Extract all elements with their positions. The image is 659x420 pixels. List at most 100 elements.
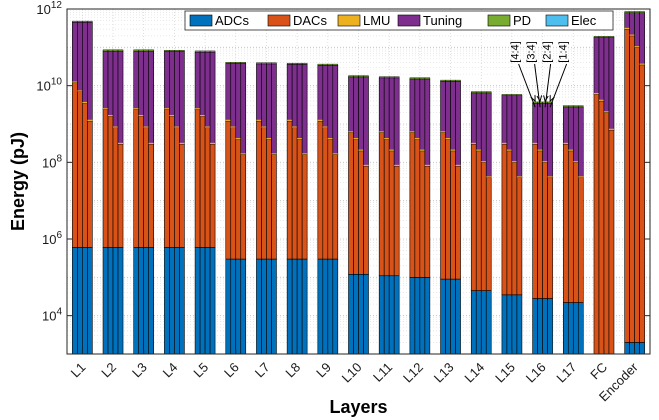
bar-segment-pd	[424, 77, 431, 80]
bar-segment-pd	[593, 36, 600, 38]
bar-segment-adcs	[440, 278, 446, 355]
annotation-arrowhead	[543, 95, 549, 103]
bar-segment-lmu	[506, 149, 512, 151]
annotation-arrowhead	[549, 95, 555, 103]
x-tick-label: L8	[282, 360, 303, 381]
bar-segment-lmu	[148, 142, 154, 145]
bar-segment-pd	[578, 105, 584, 108]
bar-segment-adcs	[266, 258, 272, 355]
bar-segment-dacs	[148, 143, 155, 248]
bar-segment-pd	[383, 76, 390, 79]
bar-segment-tuning	[87, 21, 93, 122]
bar-segment-dacs	[204, 127, 211, 248]
bar-segment-adcs	[409, 277, 416, 355]
bar-segment-pd	[501, 94, 508, 96]
bar-segment-pd	[573, 105, 579, 108]
bar-segment-dacs	[266, 138, 272, 260]
bar-segment-tuning	[424, 78, 431, 167]
bar-segment-dacs	[322, 127, 329, 260]
bar-segment-lmu	[174, 126, 180, 128]
bar-segment-adcs	[174, 247, 180, 355]
bar-segment-pd	[363, 75, 369, 78]
bar-segment-pd	[133, 49, 139, 52]
bar-segment-adcs	[230, 258, 237, 355]
x-axis-label: Layers	[329, 397, 387, 417]
bar-segment-dacs	[419, 150, 426, 278]
bar-segment-lmu	[240, 153, 246, 155]
bar-segment-dacs	[639, 64, 645, 343]
bar-segment-tuning	[261, 63, 267, 129]
legend-label: Tuning	[423, 13, 462, 28]
legend-swatch	[487, 14, 511, 27]
bar-segment-dacs	[353, 138, 359, 275]
bar-segment-dacs	[577, 177, 584, 303]
bar-segment-lmu	[511, 161, 517, 163]
bar-segment-dacs	[593, 93, 600, 355]
bar-segment-lmu	[573, 161, 579, 163]
bar-group-l10	[348, 75, 369, 355]
bar-segment-tuning	[593, 37, 600, 95]
bar-segment-pd	[82, 20, 88, 23]
bar-segment-tuning	[322, 64, 329, 129]
bar-segment-lmu	[103, 108, 109, 110]
bar-segment-adcs	[148, 247, 155, 355]
x-tick-label: L6	[221, 360, 242, 381]
bar-segment-tuning	[353, 76, 359, 140]
bar-segment-pd	[72, 20, 78, 23]
bar-segment-lmu	[235, 138, 241, 140]
bar-segment-dacs	[174, 127, 180, 248]
bar-segment-lmu	[322, 126, 328, 128]
x-tick-label: L14	[461, 360, 487, 386]
bar-segment-lmu	[113, 126, 119, 128]
bar-segment-adcs	[301, 258, 308, 355]
bar-segment-dacs	[567, 150, 574, 303]
bar-segment-dacs	[296, 138, 303, 260]
bar-segment-lmu	[72, 81, 78, 83]
bar-segment-dacs	[291, 127, 298, 260]
bar-segment-pd	[348, 75, 354, 78]
bar-segment-adcs	[547, 298, 553, 355]
bar-segment-lmu	[133, 108, 139, 110]
bar-group-l4	[164, 50, 185, 355]
bar-segment-pd	[117, 49, 124, 52]
legend-label: LMU	[363, 13, 390, 28]
bar-segment-pd	[506, 94, 513, 96]
bar-segment-lmu	[419, 149, 425, 151]
bar-segment-tuning	[82, 21, 88, 104]
bar-segment-dacs	[409, 132, 416, 278]
bar-segment-pd	[624, 11, 630, 13]
bar-segment-dacs	[572, 162, 579, 303]
bar-segment-tuning	[143, 50, 150, 129]
bar-segment-pd	[179, 50, 185, 52]
bar-segment-dacs	[629, 35, 635, 343]
bar-segment-dacs	[516, 177, 523, 296]
bar-segment-lmu	[608, 128, 614, 130]
bar-segment-lmu	[195, 108, 201, 110]
bar-segment-lmu	[138, 114, 144, 117]
bar-segment-dacs	[603, 112, 610, 355]
bar-segment-dacs	[450, 150, 456, 280]
bar-segment-lmu	[210, 142, 216, 145]
bar-segment-tuning	[327, 64, 334, 140]
bar-segment-dacs	[608, 129, 615, 355]
annotation-arrow	[518, 63, 536, 108]
bar-segment-dacs	[475, 150, 482, 291]
bar-segment-pd	[471, 91, 477, 94]
bar-segment-adcs	[378, 275, 385, 355]
bar-segment-dacs	[537, 150, 543, 299]
bar-segment-lmu	[108, 114, 114, 117]
bar-segment-tuning	[419, 78, 426, 152]
bar-segment-pd	[393, 76, 400, 79]
bar-segment-lmu	[164, 108, 170, 110]
bar-segment-adcs	[322, 258, 329, 355]
bar-segment-adcs	[475, 290, 482, 355]
bar-segment-tuning	[358, 76, 364, 152]
bar-segment-tuning	[634, 12, 640, 48]
bar-segment-lmu	[200, 114, 206, 117]
bar-segment-pd	[563, 105, 569, 108]
x-tick-label: FC	[587, 360, 610, 383]
bar-group-l11	[378, 76, 400, 355]
bar-segment-dacs	[235, 138, 242, 260]
bar-segment-lmu	[537, 149, 543, 151]
bar-segment-dacs	[634, 47, 640, 343]
